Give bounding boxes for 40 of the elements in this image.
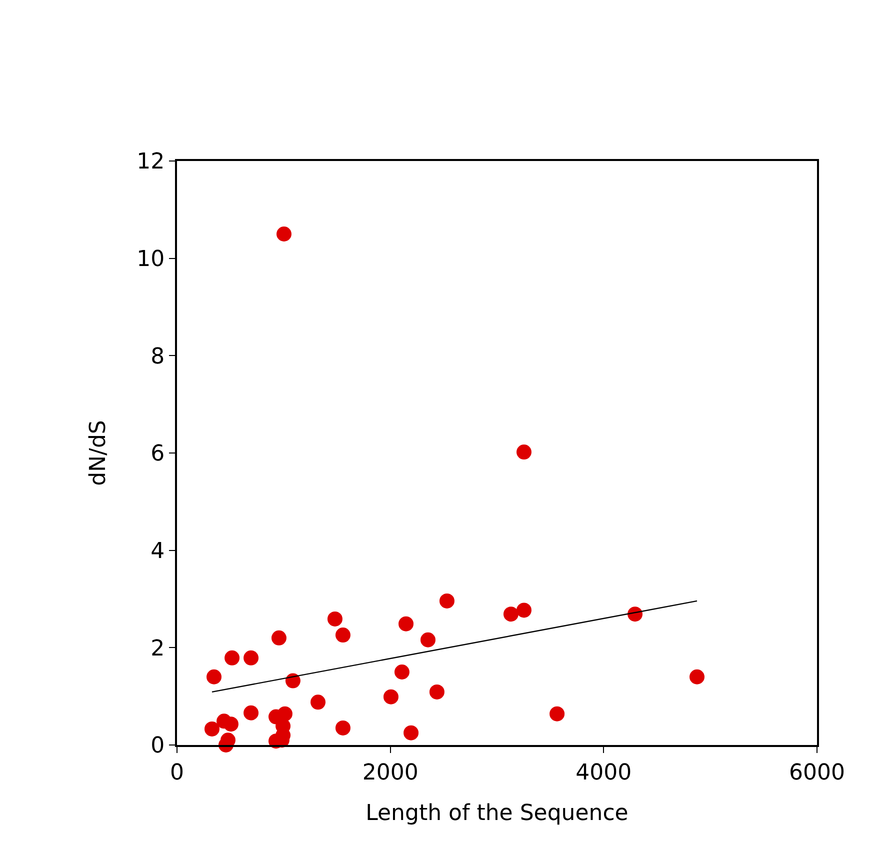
y-tick-label: 4 [150, 539, 165, 564]
point [276, 226, 292, 242]
point [516, 602, 532, 618]
point [383, 689, 398, 704]
x-tick-label: 4000 [576, 760, 632, 786]
point [223, 716, 238, 732]
y-tick-label: 12 [136, 150, 165, 175]
point [335, 720, 350, 736]
point [244, 650, 259, 666]
y-tick-label: 8 [150, 344, 165, 370]
point [206, 669, 222, 684]
y-axis-title: dN/dS [86, 420, 111, 486]
point [439, 593, 454, 608]
y-tick-label: 10 [136, 247, 165, 272]
point [690, 669, 704, 684]
point [398, 616, 414, 632]
point [429, 684, 444, 700]
point [628, 606, 643, 622]
point [277, 706, 292, 722]
x-tick-label: 0 [170, 760, 184, 786]
point [285, 673, 300, 688]
y-tick-label: 0 [150, 734, 165, 759]
point [204, 721, 220, 736]
point [550, 706, 565, 722]
point [394, 664, 410, 680]
x-axis-title: Length of the Sequence [366, 800, 628, 826]
point [244, 705, 259, 720]
x-tick-label: 6000 [789, 760, 845, 786]
point [327, 611, 342, 626]
point [404, 725, 419, 740]
y-tick-label: 2 [150, 636, 165, 662]
point [271, 630, 286, 646]
point [335, 628, 350, 643]
x-tick-label: 2000 [362, 760, 418, 786]
point [420, 632, 436, 648]
point [310, 694, 326, 710]
point [516, 444, 532, 460]
y-tick-label: 6 [150, 442, 165, 467]
point [224, 650, 240, 666]
point [503, 606, 518, 622]
